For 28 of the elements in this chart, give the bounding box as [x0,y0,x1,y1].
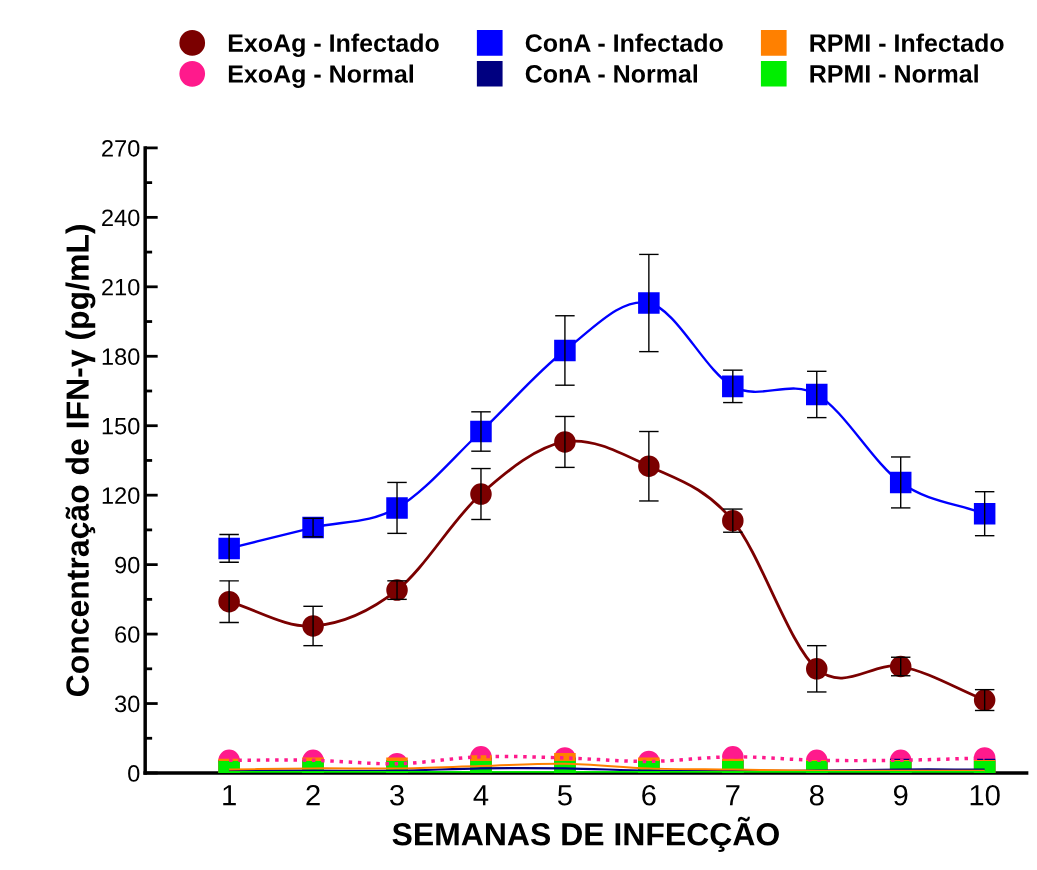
y-tick-label: 150 [102,417,140,435]
x-tick-label: 8 [809,784,824,806]
y-tick-label: 270 [102,139,140,157]
y-axis-title: Concentração de IFN-γ (pg/mL) [65,225,96,697]
y-tick-label: 60 [115,626,140,643]
x-tick-label: 2 [306,784,320,806]
x-tick-label: 4 [473,785,489,806]
legend-label: ExoAg - Normal [228,64,413,88]
legend-label: ConA - Normal [525,64,698,83]
y-tick-label: 30 [114,695,140,713]
x-tick-label: 1 [223,785,236,806]
x-tick-label: 3 [390,784,404,806]
y-tick-label: 120 [102,487,140,504]
legend-label: RPMI - Normal [810,64,978,83]
legend-label: RPMI - Infectado [810,33,1004,52]
legend-label: ConA - Infectado [525,33,723,52]
x-tick-label: 7 [726,785,740,806]
x-tick-label: 5 [557,785,572,806]
x-tick-label: 9 [893,784,908,806]
y-tick-label: 90 [115,556,140,574]
legend-label: ExoAg - Infectado [228,33,439,57]
y-tick-label: 240 [102,209,140,227]
y-tick-label: 180 [102,348,140,366]
y-tick-label: 0 [128,765,140,782]
x-tick-label: 10 [970,784,1000,806]
x-tick-label: 6 [642,784,656,806]
x-axis-title: SEMANAS DE INFECÇÃO [392,816,779,852]
y-tick-label: 210 [102,278,140,296]
